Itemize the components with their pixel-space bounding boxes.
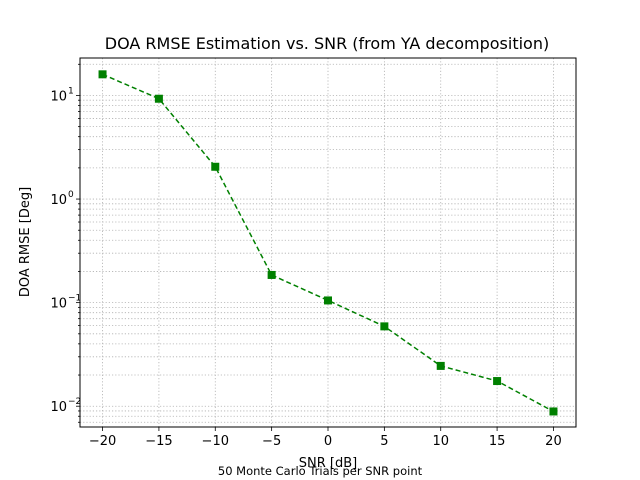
data-point-marker [154,94,163,103]
x-tick-label: 5 [380,434,388,449]
data-point-marker [211,162,220,171]
y-tick-label: 10 [50,193,67,208]
y-tick-exponent: 1 [68,86,74,96]
y-tick-label: 10 [50,89,67,104]
grid [80,58,576,427]
x-tick-label: −5 [262,434,281,449]
x-tick-label: −15 [145,434,172,449]
y-tick-label: 10 [50,297,67,312]
x-tick-label: 10 [432,434,449,449]
y-tick-exponent: −1 [68,294,81,304]
data-point-marker [380,322,389,331]
footnote: 50 Monte Carlo Trials per SNR point [218,464,423,478]
chart-title: DOA RMSE Estimation vs. SNR (from YA dec… [105,34,549,53]
data-point-marker [324,296,332,305]
data-point-marker [267,270,276,279]
series-line [102,73,554,413]
series-group [98,70,558,416]
data-point-marker [493,377,502,386]
x-tick-label: 15 [489,434,506,449]
x-axis-label: SNR [dB] [299,456,357,471]
x-axis: −20 −15 −10 −5 0 5 10 15 20 [89,427,562,449]
x-tick-label: 20 [545,434,562,449]
x-tick-label: −20 [89,434,116,449]
x-tick-label: 0 [324,434,332,449]
data-point-marker [98,70,107,79]
data-point-marker [549,407,558,416]
y-axis-label: DOA RMSE [Deg] [18,187,33,297]
y-tick-exponent: 0 [68,190,74,200]
x-tick-label: −10 [202,434,229,449]
data-point-marker [436,361,445,370]
y-tick-label: 10 [50,400,67,415]
y-tick-exponent: −2 [68,397,81,407]
